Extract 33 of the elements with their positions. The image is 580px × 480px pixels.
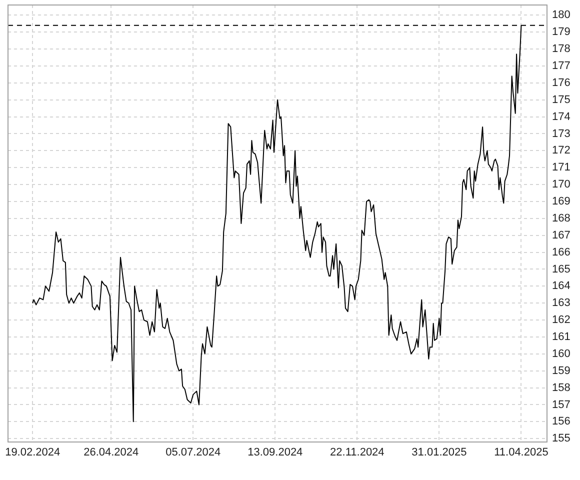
y-tick-label: 170 [552,178,570,191]
y-tick-label: 155 [552,432,570,445]
y-tick-label: 158 [552,382,570,394]
y-tick-label: 164 [552,280,570,292]
x-tick-label: 26.04.2024 [84,446,139,459]
y-tick-label: 156 [552,416,570,428]
x-tick-label: 19.02.2024 [5,446,60,459]
y-tick-label: 171 [552,162,570,174]
y-tick-label: 161 [552,331,570,344]
y-tick-label: 173 [552,128,570,140]
y-tick-label: 179 [552,26,570,38]
x-tick-label: 05.07.2024 [166,446,221,459]
y-tick-label: 175 [552,94,570,106]
y-tick-label: 159 [552,364,570,377]
y-tick-label: 163 [552,297,570,310]
y-tick-label: 160 [552,348,570,360]
y-tick-label: 157 [552,398,570,411]
y-tick-label: 174 [552,110,570,123]
x-tick-label: 11.04.2025 [494,446,548,459]
y-tick-label: 168 [552,212,570,224]
y-tick-label: 172 [552,144,570,157]
y-tick-label: 178 [552,43,570,56]
y-tick-label: 162 [552,314,570,326]
y-tick-label: 165 [552,263,570,276]
y-tick-label: 180 [552,9,570,22]
y-tick-label: 166 [552,246,570,258]
y-tick-label: 167 [552,229,570,242]
y-tick-label: 177 [552,60,570,72]
x-tick-label: 31.01.2025 [412,446,467,459]
x-tick-label: 13.09.2024 [248,446,303,459]
y-tick-label: 169 [552,196,570,208]
x-tick-label: 22.11.2024 [330,446,384,459]
y-tick-label: 176 [552,76,570,89]
